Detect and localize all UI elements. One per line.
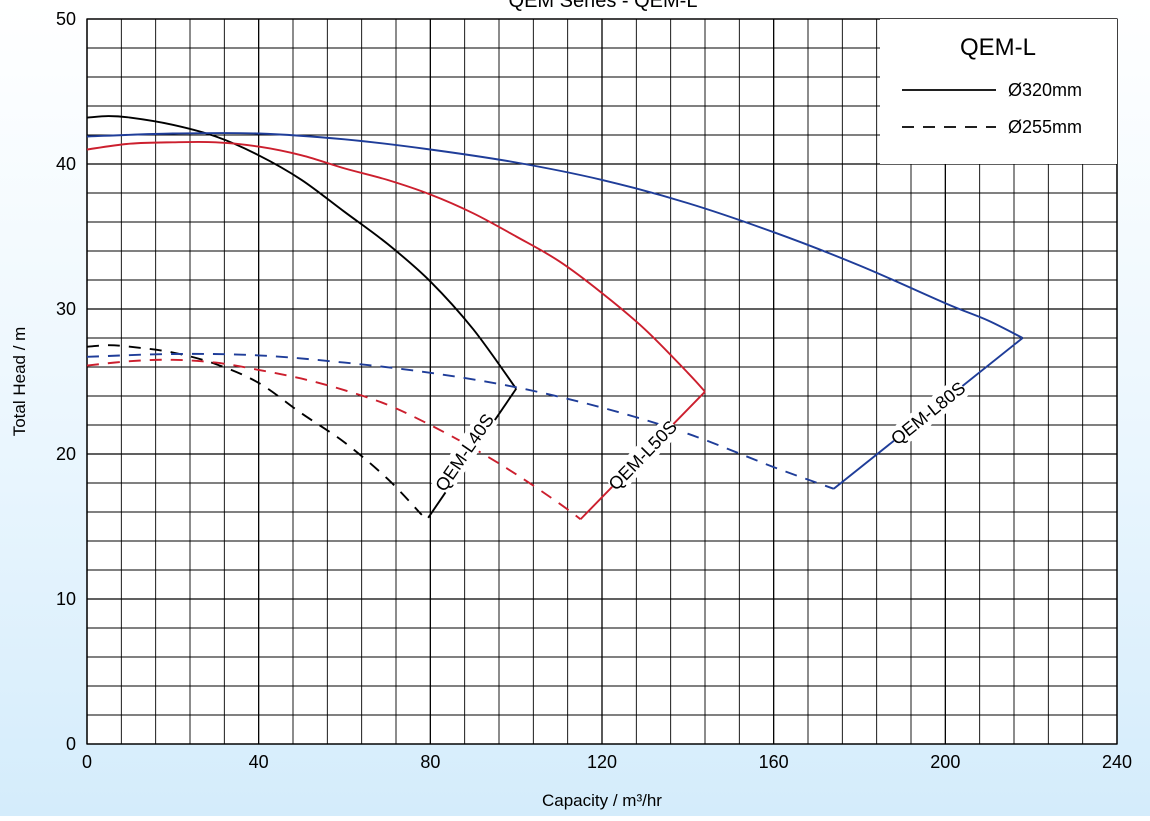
x-tick-label: 80 — [420, 752, 440, 772]
x-tick-label: 200 — [930, 752, 960, 772]
curve-qem-l80s-320mm — [86, 132, 1024, 339]
y-axis-title: Total Head / m — [10, 327, 29, 437]
model-label-background — [430, 410, 499, 495]
legend-title: QEM-L — [960, 34, 1036, 61]
series-layer — [86, 115, 1024, 521]
x-axis-title: Capacity / m³/hr — [542, 791, 662, 810]
x-tick-label: 160 — [759, 752, 789, 772]
curve-qem-l40s-255mm — [86, 344, 423, 516]
legend: QEM-L Ø320mm Ø255mm — [880, 19, 1117, 164]
x-tick-label: 40 — [249, 752, 269, 772]
model-label-background — [604, 416, 682, 495]
plot-frame — [86, 18, 1118, 745]
curve-qem-l40s-320mm — [86, 115, 517, 390]
curve-qem-l50s-255mm — [86, 358, 582, 521]
y-tick-label: 0 — [66, 734, 76, 754]
chart-title: QEM Series - QEM-L — [509, 0, 698, 12]
y-tick-label: 40 — [56, 154, 76, 174]
y-tick-label: 10 — [56, 589, 76, 609]
legend-entry-label: Ø255mm — [1008, 117, 1082, 137]
curve-qem-l80s-255mm — [86, 352, 835, 490]
x-tick-label: 0 — [82, 752, 92, 772]
tick-labels: 0 40 80 120 160 200 240 0 10 20 30 40 50 — [56, 9, 1132, 772]
legend-entry-label: Ø320mm — [1008, 80, 1082, 100]
model-label-background — [887, 377, 970, 450]
x-tick-label: 120 — [587, 752, 617, 772]
legend-box — [880, 19, 1117, 164]
x-tick-label: 240 — [1102, 752, 1132, 772]
y-tick-label: 20 — [56, 444, 76, 464]
y-tick-label: 30 — [56, 299, 76, 319]
y-tick-label: 50 — [56, 9, 76, 29]
curve-qem-l50s-320mm — [86, 140, 706, 393]
